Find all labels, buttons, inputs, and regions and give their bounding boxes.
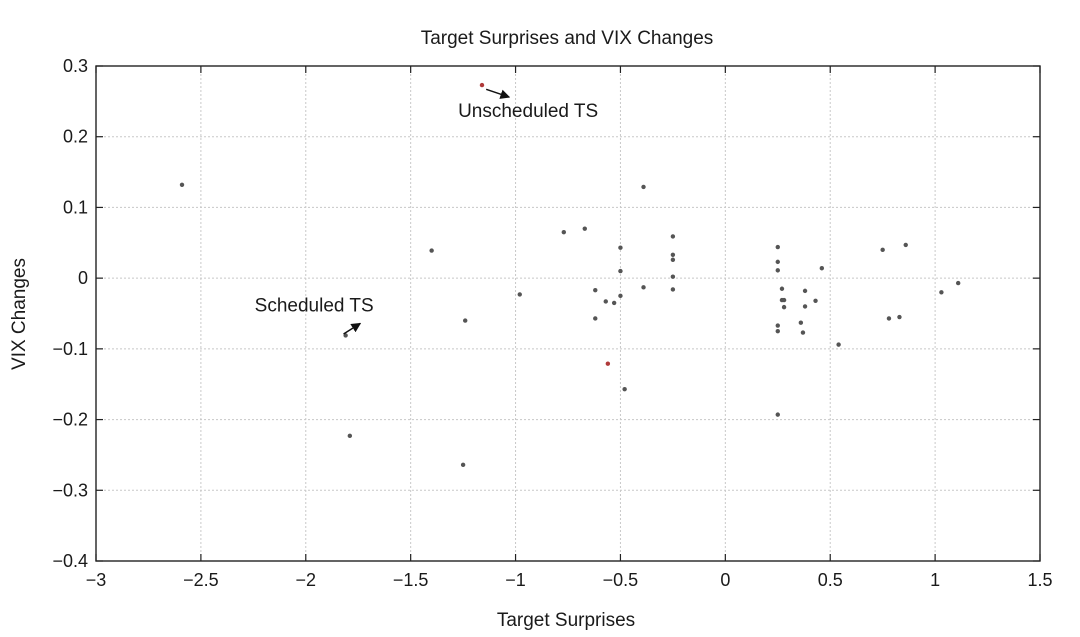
scheduled-ts-point — [819, 266, 825, 271]
scheduled-ts-point — [836, 342, 841, 347]
scheduled-ts-point — [179, 182, 185, 187]
unscheduled-ts-point — [605, 361, 611, 366]
x-tick-label: 0.5 — [818, 570, 843, 590]
scheduled-ts-point — [903, 242, 908, 248]
scheduled-ts-point — [798, 320, 804, 325]
unscheduled-ts-arrow — [485, 88, 511, 99]
y-tick-label: −0.3 — [52, 480, 88, 500]
scheduled-ts-point — [813, 298, 818, 303]
scheduled-ts-point — [670, 252, 676, 258]
scheduled-ts-point — [781, 297, 787, 303]
x-tick-label: 1 — [930, 570, 940, 590]
scheduled-ts-point — [641, 285, 646, 290]
y-tick-label: −0.1 — [52, 339, 88, 359]
scheduled-ts-point — [955, 280, 961, 286]
scheduled-ts-point — [641, 184, 646, 190]
y-tick-label: −0.2 — [52, 410, 88, 430]
scheduled-ts-point — [670, 274, 676, 279]
y-tick-label: 0.3 — [63, 56, 88, 76]
y-tick-label: −0.4 — [52, 551, 88, 571]
scheduled-ts-point — [775, 259, 780, 265]
scheduled-ts-point — [347, 433, 353, 439]
scheduled-ts-point — [886, 316, 892, 321]
scheduled-ts-point — [618, 268, 623, 274]
scheduled-ts-point — [939, 290, 944, 295]
unscheduled-ts-annotation: Unscheduled TS — [458, 101, 598, 122]
scheduled-ts-point — [800, 330, 806, 335]
scheduled-ts-point — [343, 333, 348, 338]
scheduled-ts-point — [622, 386, 627, 392]
unscheduled-ts-point — [479, 82, 485, 88]
scheduled-ts-point — [775, 328, 780, 334]
x-tick-label: 0 — [720, 570, 730, 590]
scheduled-ts-point — [779, 286, 785, 291]
data-points — [179, 82, 961, 468]
x-tick-label: −2.5 — [183, 570, 219, 590]
scheduled-ts-point — [802, 304, 808, 309]
scheduled-ts-point — [460, 462, 466, 468]
x-tick-label: −3 — [86, 570, 107, 590]
scheduled-ts-point — [775, 412, 780, 417]
scheduled-ts-point — [611, 300, 617, 306]
axis-ticks: −3 −2.5 −2 −1.5 −1 −0.5 0 0.5 1 1.5 −0.4 −0.3 −0.2 −0… — [52, 56, 1052, 590]
scheduled-ts-point — [593, 316, 598, 321]
scheduled-ts-point — [775, 244, 780, 250]
scheduled-ts-point — [775, 268, 780, 273]
x-tick-label: 1.5 — [1027, 570, 1052, 590]
chart-title: Target Surprises and VIX Changes — [421, 28, 714, 49]
x-tick-label: −2 — [296, 570, 317, 590]
scheduled-ts-point — [775, 323, 780, 328]
scheduled-ts-annotation: Scheduled TS — [255, 295, 374, 316]
annotations: Unscheduled TS Scheduled TS — [255, 88, 598, 335]
x-tick-label: −1 — [505, 570, 526, 590]
y-tick-label: 0 — [78, 268, 88, 288]
scheduled-ts-point — [670, 234, 676, 239]
scheduled-ts-point — [802, 288, 808, 294]
y-tick-label: 0.2 — [63, 127, 88, 147]
y-axis-label: VIX Changes — [9, 258, 30, 370]
scheduled-ts-point — [463, 318, 468, 323]
scheduled-ts-point — [880, 247, 885, 253]
scheduled-ts-arrow — [343, 322, 362, 335]
x-tick-label: −0.5 — [603, 570, 639, 590]
scheduled-ts-point — [582, 226, 587, 231]
scheduled-ts-point — [781, 304, 787, 310]
grid-lines — [96, 66, 1040, 561]
scheduled-ts-point — [603, 299, 608, 304]
y-tick-label: 0.1 — [63, 197, 88, 217]
scheduled-ts-point — [670, 287, 676, 292]
scheduled-ts-point — [593, 287, 598, 293]
scheduled-ts-point — [618, 293, 623, 299]
plot-area — [95, 65, 1041, 562]
scheduled-ts-point — [618, 245, 623, 250]
scheduled-ts-point — [897, 314, 902, 320]
scheduled-ts-point — [517, 292, 522, 297]
x-tick-label: −1.5 — [393, 570, 429, 590]
scheduled-ts-point — [561, 229, 567, 235]
scheduled-ts-point — [670, 257, 676, 262]
x-axis-label: Target Surprises — [497, 610, 635, 631]
scheduled-ts-point — [429, 248, 434, 253]
